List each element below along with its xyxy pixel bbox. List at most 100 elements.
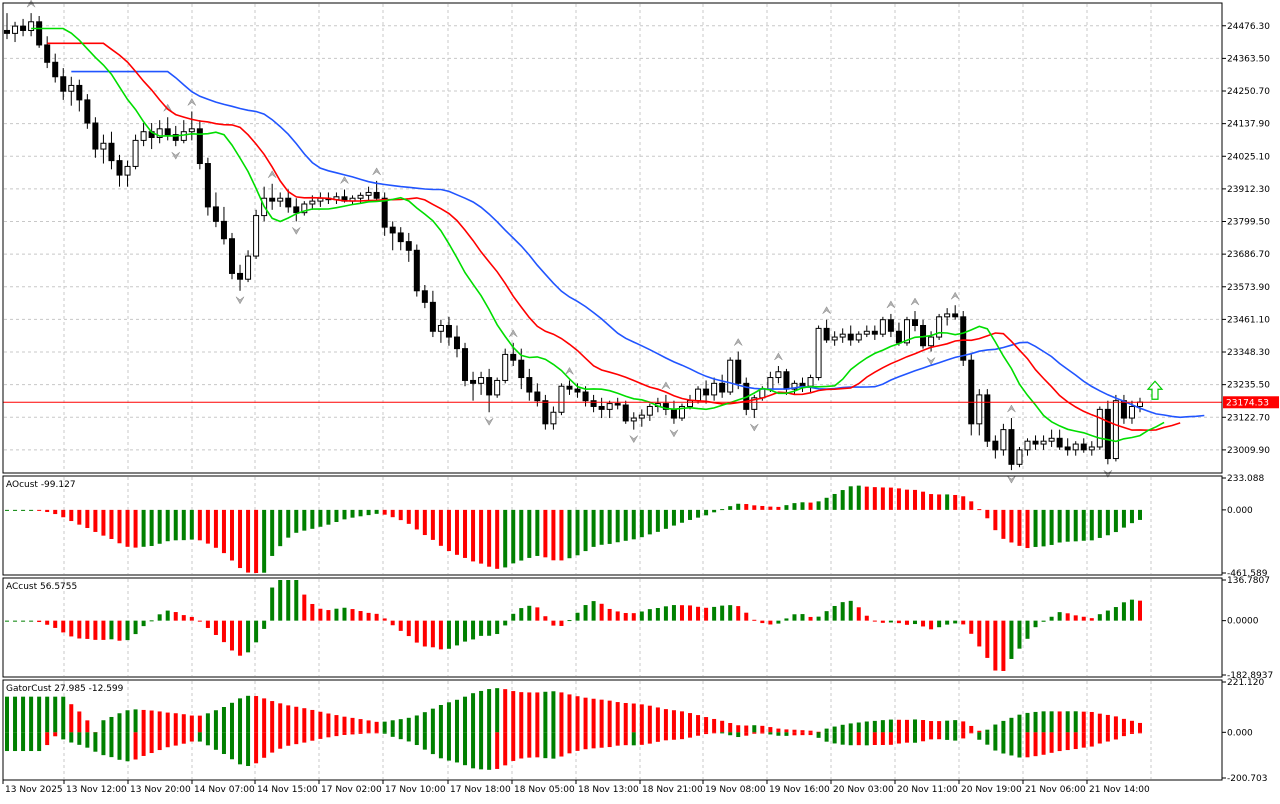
ao-bar <box>21 509 26 511</box>
gator-up-bar <box>149 710 154 733</box>
ac-bar <box>101 620 106 640</box>
ac-bar <box>438 620 443 650</box>
candle-body <box>204 163 211 208</box>
gator-up-bar <box>213 710 218 733</box>
ac-bar <box>69 620 74 637</box>
candle-body <box>903 319 910 344</box>
gator-up-bar <box>615 702 620 733</box>
ao-bar <box>736 503 741 510</box>
ac-indicator-panel[interactable]: ACcust 56.5755 <box>5 580 1142 671</box>
ac-bar <box>503 620 508 626</box>
gator-down-bar <box>776 732 781 736</box>
fractal-down-marker <box>484 418 494 426</box>
gator-down-bar <box>961 732 966 739</box>
time-axis-label: 21 Nov 14:00 <box>1089 785 1150 795</box>
gator-down-bar <box>623 732 628 746</box>
gator-up-bar <box>888 719 893 733</box>
ao-bar <box>744 504 749 510</box>
gator-down-bar <box>671 732 676 740</box>
ao-bar <box>599 509 604 545</box>
ao-bar <box>85 509 90 529</box>
time-axis-label: 18 Nov 05:00 <box>514 785 575 795</box>
candle-body <box>783 371 790 390</box>
ac-bar <box>13 620 18 622</box>
ao-bar <box>1009 509 1014 543</box>
gator-down-bar <box>197 732 202 742</box>
ao-bar <box>366 509 371 516</box>
gator-up-bar <box>125 710 130 733</box>
gator-up-bar <box>414 715 419 733</box>
gator-up-bar <box>406 717 411 733</box>
ac-bar <box>1025 620 1030 639</box>
gator-down-bar <box>655 732 660 742</box>
ao-bar <box>535 509 540 556</box>
gator-up-bar <box>374 721 379 733</box>
gator-down-bar <box>487 732 492 770</box>
main-price-panel[interactable] <box>3 0 1222 484</box>
ac-bar <box>37 620 42 623</box>
time-axis-label: 18 Nov 21:00 <box>642 785 703 795</box>
gator-up-bar <box>1138 722 1142 733</box>
candle-body <box>815 327 822 379</box>
gator-down-bar <box>792 732 797 736</box>
gator-up-bar <box>77 711 82 733</box>
ac-bar <box>977 620 982 647</box>
gator-up-bar <box>639 704 644 733</box>
candle-body <box>188 128 195 133</box>
candle-body <box>598 405 605 410</box>
ac-bar <box>1073 615 1078 621</box>
gator-down-bar <box>551 732 556 759</box>
gator-down-bar <box>157 732 162 751</box>
fractal-up-marker <box>26 0 36 8</box>
ao-indicator-panel[interactable]: AOcust -99.127 <box>5 480 1142 573</box>
price-axis-label: 23912.30 <box>1227 185 1270 195</box>
fractal-up-marker <box>734 338 743 346</box>
gator-axis-label: -200.703 <box>1227 774 1267 784</box>
candle-body <box>180 131 187 141</box>
ac-bar <box>671 605 676 621</box>
ac-bar <box>961 620 966 625</box>
ao-bar <box>840 490 845 510</box>
ac-bar <box>326 610 331 621</box>
price-axis-label: 23235.50 <box>1227 381 1270 391</box>
ac-bar <box>744 612 749 621</box>
candle-body <box>285 197 292 208</box>
ac-bar <box>888 620 893 623</box>
ao-bar <box>953 494 958 510</box>
gator-down-bar <box>141 732 146 756</box>
gator-down-bar <box>896 732 901 744</box>
gator-down-bar <box>1081 732 1086 748</box>
candle-body <box>887 319 894 332</box>
fractal-up-marker <box>565 366 574 375</box>
gator-down-bar <box>856 732 861 746</box>
gator-up-bar <box>165 712 170 733</box>
ac-bar <box>157 614 162 621</box>
time-axis-label: 17 Nov 02:00 <box>321 785 382 795</box>
gator-up-bar <box>655 707 660 733</box>
gator-up-bar <box>663 709 668 733</box>
ao-bar <box>888 487 893 510</box>
fractal-down-marker <box>292 227 301 235</box>
candle-body <box>582 391 589 402</box>
candle-body <box>437 324 444 332</box>
ao-bar <box>302 509 307 531</box>
ac-bar <box>109 620 114 640</box>
gator-up-bar <box>535 692 540 733</box>
candle-body <box>124 165 131 176</box>
gator-down-bar <box>688 732 693 738</box>
gator-down-bar <box>1073 732 1078 750</box>
price-axis-label: 24137.90 <box>1227 120 1270 130</box>
ao-bar <box>141 509 146 547</box>
ac-bar <box>1113 607 1118 621</box>
gator-up-bar <box>1057 711 1062 733</box>
gator-indicator-panel[interactable]: GatorCust 27.985 -12.599 <box>5 684 1142 770</box>
gator-up-bar <box>117 713 122 733</box>
gator-up-bar <box>438 704 443 733</box>
ac-bar <box>880 620 885 623</box>
gator-down-bar <box>189 732 194 742</box>
gator-down-bar <box>438 732 443 759</box>
fractal-up-marker <box>1007 404 1016 413</box>
